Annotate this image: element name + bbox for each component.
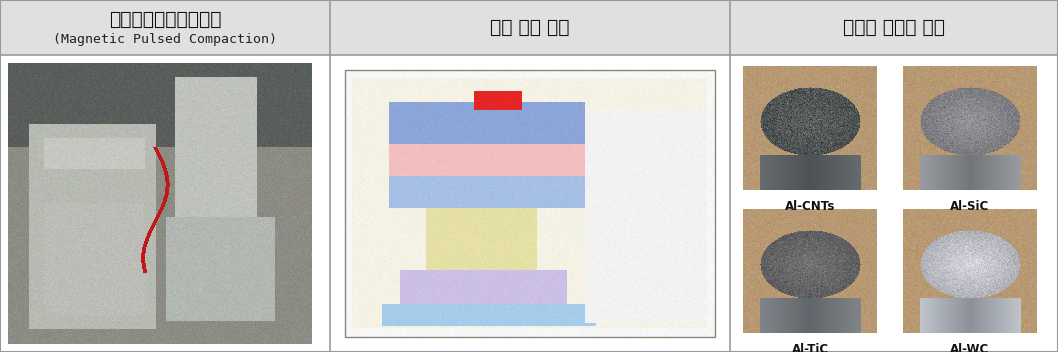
Text: 자기펄스가압성형장치: 자기펄스가압성형장치 bbox=[109, 10, 221, 29]
Bar bbox=[330, 0, 730, 55]
Bar bbox=[730, 0, 1058, 55]
Text: 장치 동작 원리: 장치 동작 원리 bbox=[490, 18, 570, 37]
Text: Al-CNTs: Al-CNTs bbox=[785, 200, 835, 213]
Text: Al-SiC: Al-SiC bbox=[950, 200, 989, 213]
Text: 제조된 성형체 형상: 제조된 성형체 형상 bbox=[843, 18, 945, 37]
Bar bbox=[345, 70, 715, 337]
Bar bbox=[0, 0, 330, 55]
Text: (Magnetic Pulsed Compaction): (Magnetic Pulsed Compaction) bbox=[53, 33, 277, 46]
Text: Al-WC: Al-WC bbox=[950, 343, 989, 352]
Text: Al-TiC: Al-TiC bbox=[791, 343, 828, 352]
